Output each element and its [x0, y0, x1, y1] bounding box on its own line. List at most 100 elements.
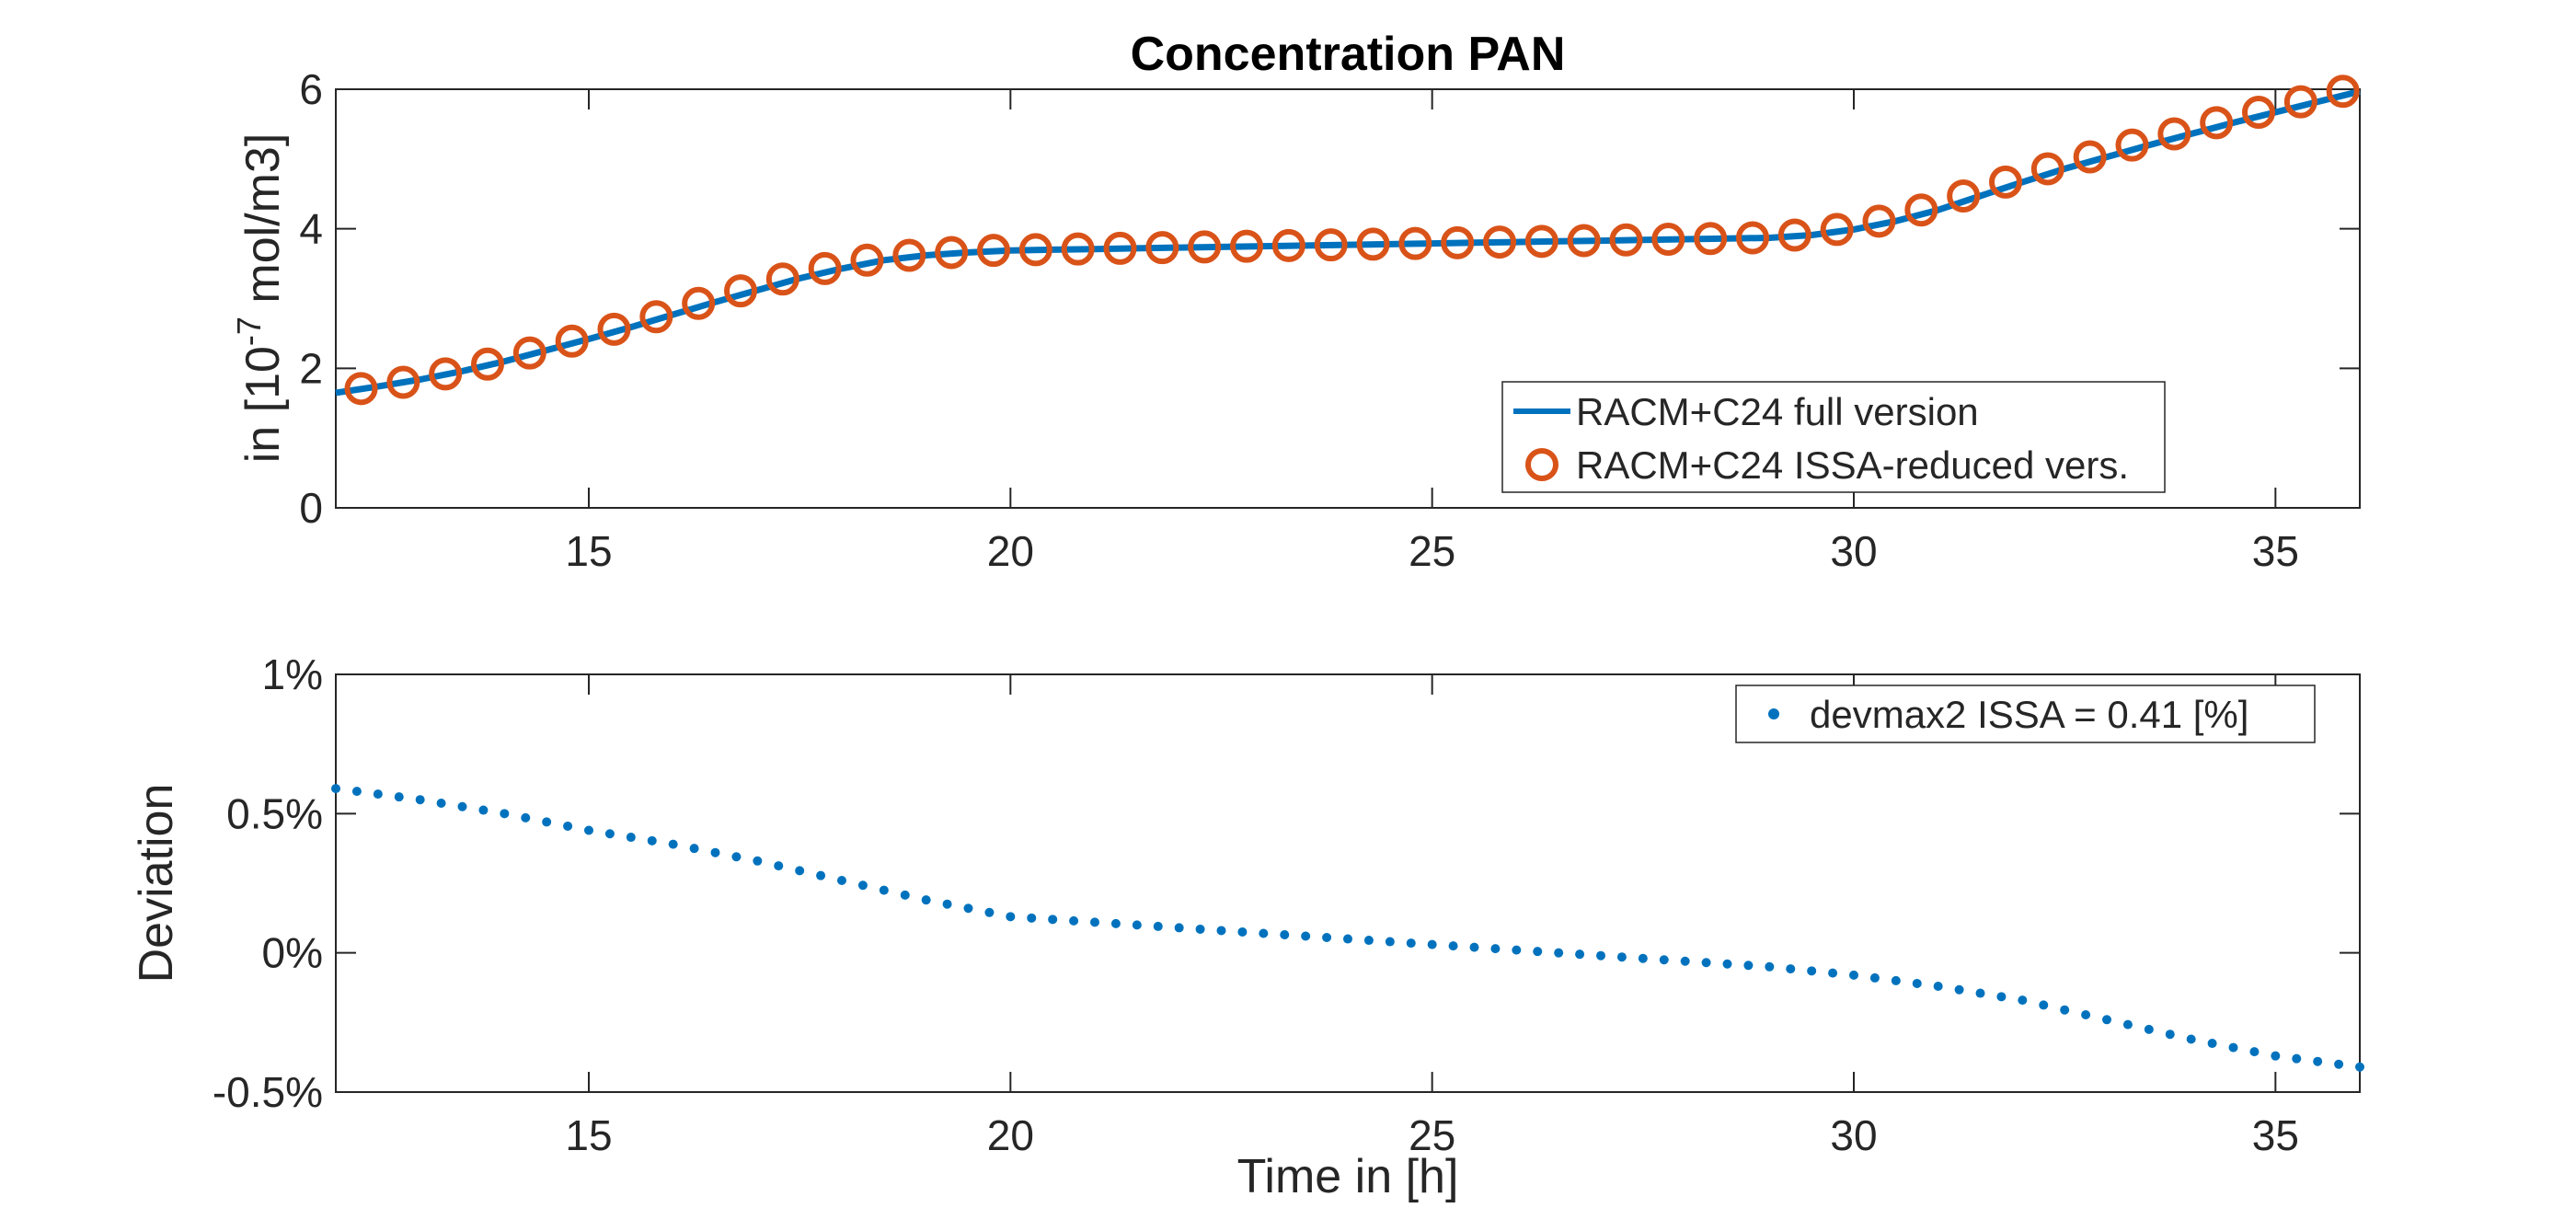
top-xtick-label: 15 — [565, 527, 612, 575]
series-dot-deviation — [1448, 941, 1458, 951]
series-dot-deviation — [2165, 1030, 2175, 1040]
series-dot-deviation — [1596, 950, 1605, 961]
series-dot-deviation — [1722, 959, 1732, 969]
series-marker-reduced — [1989, 165, 2022, 199]
series-dot-deviation — [1006, 912, 1016, 922]
series-dot-deviation — [1533, 947, 1543, 957]
top-xtick-label: 35 — [2252, 527, 2299, 575]
bottom-series-group — [331, 784, 2364, 1072]
top-xtick-label: 20 — [987, 527, 1034, 575]
legend-circle-swatch — [1525, 448, 1558, 481]
top-legend: RACM+C24 full version RACM+C24 ISSA-redu… — [1501, 381, 2166, 493]
bottom-legend: devmax2 ISSA = 0.41 [%] — [1735, 685, 2316, 743]
series-dot-deviation — [2060, 1005, 2070, 1015]
series-dot-deviation — [2207, 1039, 2217, 1049]
series-dot-deviation — [1765, 961, 1775, 972]
series-marker-reduced — [1524, 224, 1558, 259]
series-marker-reduced — [1694, 222, 1728, 256]
series-dot-deviation — [2122, 1019, 2133, 1030]
series-dot-deviation — [2228, 1042, 2238, 1053]
bottom-xtick-label: 25 — [1409, 1111, 1455, 1159]
series-dot-deviation — [710, 847, 720, 857]
series-dot-deviation — [1385, 937, 1395, 947]
bottom-ytick-label: -0.5% — [213, 1068, 323, 1116]
series-marker-reduced — [555, 324, 589, 358]
series-marker-reduced — [2073, 140, 2107, 174]
series-dot-deviation — [2355, 1062, 2364, 1072]
series-dot-deviation — [1216, 926, 1226, 936]
series-dot-deviation — [2144, 1024, 2154, 1034]
series-marker-reduced — [1061, 232, 1095, 266]
series-dot-deviation — [1237, 926, 1248, 937]
series-dot-deviation — [500, 809, 510, 819]
series-dot-deviation — [2313, 1056, 2323, 1066]
series-marker-reduced — [1483, 225, 1516, 259]
series-marker-reduced — [1609, 223, 1643, 257]
top-ytick-label: 0 — [299, 484, 323, 532]
series-dot-deviation — [2249, 1047, 2260, 1057]
series-marker-reduced — [639, 300, 673, 334]
top-legend-box — [1501, 381, 2166, 493]
top-series-group — [335, 75, 2361, 406]
series-dot-deviation — [1406, 938, 1416, 949]
series-dot-deviation — [753, 856, 763, 866]
bottom-plot-area — [335, 673, 2361, 1093]
series-dot-deviation — [1996, 992, 2007, 1002]
bottom-ytick-label: 0% — [262, 929, 323, 977]
series-dot-deviation — [1638, 953, 1648, 963]
bottom-legend-box — [1735, 685, 2316, 743]
bottom-xtick-label: 30 — [1830, 1111, 1877, 1159]
series-marker-reduced — [512, 336, 546, 370]
series-dot-deviation — [1891, 975, 1901, 985]
series-dot-deviation — [2039, 1000, 2049, 1010]
series-dot-deviation — [1427, 939, 1437, 949]
series-dot-deviation — [626, 833, 636, 843]
bottom-xtick-label: 35 — [2252, 1111, 2299, 1159]
series-marker-reduced — [429, 357, 463, 391]
series-marker-reduced — [1145, 231, 1179, 265]
top-xtick-label: 25 — [1409, 527, 1455, 575]
series-dot-deviation — [921, 895, 931, 905]
series-marker-reduced — [1356, 227, 1390, 261]
series-dot-deviation — [2271, 1051, 2281, 1061]
series-dot-deviation — [1807, 966, 1817, 976]
series-marker-reduced — [2200, 106, 2234, 140]
series-marker-reduced — [1904, 193, 1938, 227]
legend-dot-swatch — [1768, 708, 1779, 719]
series-dot-deviation — [415, 795, 425, 805]
series-marker-reduced — [2326, 75, 2360, 109]
series-marker-reduced — [1777, 218, 1811, 252]
series-marker-reduced — [935, 236, 969, 270]
top-x-ticks: 15 20 25 30 35 — [565, 89, 2299, 575]
concentration-panel: Concentration PAN 15 20 25 30 35 0 2 4 6 in [10… — [230, 28, 2361, 575]
series-marker-reduced — [1103, 231, 1137, 265]
series-marker-reduced — [2115, 128, 2149, 162]
bottom-y-ticks: -0.5% 0% 0.5% 1% — [213, 650, 2360, 1116]
series-dot-deviation — [478, 805, 489, 815]
series-marker-reduced — [597, 312, 631, 346]
series-dot-deviation — [857, 880, 868, 891]
series-dot-deviation — [436, 798, 446, 808]
series-dot-deviation — [2081, 1010, 2091, 1020]
series-dot-deviation — [1701, 958, 1711, 968]
series-dot-deviation — [1912, 978, 1922, 988]
series-marker-reduced — [386, 365, 420, 399]
series-dot-deviation — [668, 839, 678, 849]
top-ytick-label: 6 — [299, 65, 323, 113]
series-marker-reduced — [892, 238, 926, 272]
series-dot-deviation — [2334, 1059, 2344, 1069]
series-dot-deviation — [1322, 933, 1332, 943]
top-y-ticks: 0 2 4 6 — [299, 65, 2360, 532]
bottom-ytick-label: 0.5% — [226, 789, 323, 837]
series-dot-deviation — [731, 852, 742, 862]
series-dot-deviation — [2186, 1034, 2196, 1044]
series-dot-deviation — [963, 903, 973, 914]
series-dot-deviation — [584, 825, 593, 835]
series-dot-deviation — [1174, 923, 1184, 933]
series-dot-deviation — [2018, 995, 2028, 1006]
series-marker-reduced — [2157, 117, 2191, 151]
series-marker-reduced — [850, 243, 884, 277]
series-dot-deviation — [1659, 955, 1669, 965]
series-marker-reduced — [1862, 204, 1896, 238]
bottom-y-axis-label: Deviation — [130, 784, 183, 984]
